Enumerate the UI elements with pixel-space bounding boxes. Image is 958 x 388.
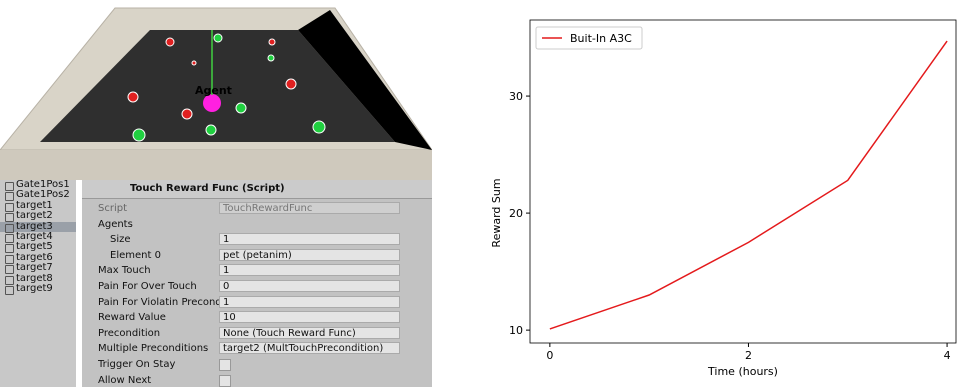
y-tick-label: 20 [509,207,523,220]
field-value: 10 [219,311,400,323]
component-title: Touch Reward Func (Script) [82,180,432,199]
field-value: None (Touch Reward Func) [219,327,400,339]
scene-view: Agent [0,0,432,180]
field-row: Agents [82,217,432,232]
legend-box [536,27,642,49]
x-tick-label: 4 [944,349,951,362]
field-value: TouchRewardFunc [219,202,400,214]
field-label: Element 0 [110,248,231,263]
hierarchy-item: target2 [0,211,76,221]
field-label: Trigger On Stay [98,357,219,372]
data-line [550,41,947,329]
field-value: 0 [219,280,400,292]
plot-frame [530,20,956,343]
legend-label: Buit-In A3C [570,32,632,45]
field-label: Script [98,201,219,216]
y-axis-label: Reward Sum [490,178,503,247]
field-value: 1 [219,264,400,276]
y-tick-label: 30 [509,90,523,103]
field-row: Allow Next [82,373,432,388]
agent-label: Agent [195,84,232,97]
y-tick-label: 10 [509,324,523,337]
field-value: pet (petanim) [219,249,400,261]
checkbox[interactable] [219,375,231,387]
field-label: Size [110,232,231,247]
field-value: target2 (MultTouchPrecondition) [219,342,400,354]
field-row: Trigger On Stay [82,357,432,372]
field-label: Pain For Violatin Preconditi [98,295,219,310]
field-label: Max Touch [98,263,219,278]
field-label: Reward Value [98,310,219,325]
hierarchy-item: target7 [0,263,76,273]
field-value: 1 [219,296,400,308]
field-value: 1 [219,233,400,245]
field-label: Pain For Over Touch [98,279,219,294]
hierarchy-item: target9 [0,284,76,294]
field-label: Allow Next [98,373,219,388]
x-axis-label: Time (hours) [707,365,778,378]
field-label: Precondition [98,326,219,341]
x-tick-label: 0 [546,349,553,362]
figure: Agent Gate1Pos1Gate1Pos2target1target2ta… [0,0,958,387]
x-tick-label: 2 [745,349,752,362]
field-label: Multiple Preconditions [98,341,219,356]
field-label: Agents [98,217,219,232]
checkbox[interactable] [219,359,231,371]
